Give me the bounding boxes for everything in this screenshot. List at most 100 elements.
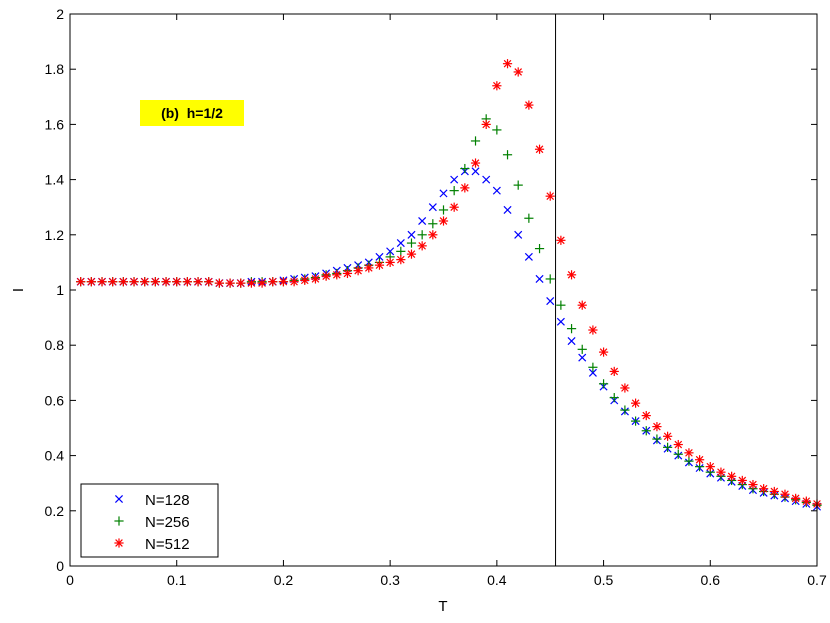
data-point <box>449 186 459 196</box>
data-point <box>353 266 363 276</box>
data-point <box>609 366 619 377</box>
data-point <box>140 277 150 287</box>
data-point <box>386 247 395 256</box>
data-point <box>374 260 385 270</box>
series-n512 <box>76 59 822 509</box>
data-point <box>161 277 171 287</box>
data-point <box>609 393 619 403</box>
data-point <box>534 144 545 154</box>
data-point <box>780 489 790 499</box>
data-point <box>214 278 224 288</box>
data-point <box>684 448 694 458</box>
data-point <box>566 324 577 334</box>
x-tick-label: 0 <box>66 572 74 588</box>
data-point <box>182 277 192 287</box>
data-point <box>492 81 502 91</box>
data-point <box>663 431 673 441</box>
x-tick-label: 0.2 <box>274 572 294 588</box>
y-tick-label: 0 <box>56 558 64 574</box>
x-tick-label: 0.1 <box>167 572 187 588</box>
data-point <box>417 230 427 240</box>
y-tick-label: 0.6 <box>45 392 65 408</box>
data-point <box>652 434 662 444</box>
data-point <box>470 136 481 146</box>
data-point <box>310 274 321 284</box>
y-tick-label: 1.2 <box>45 227 65 243</box>
data-point <box>545 274 555 284</box>
data-point <box>630 416 641 426</box>
data-point <box>450 175 459 184</box>
data-point <box>481 119 491 129</box>
data-point <box>630 398 641 408</box>
data-point <box>193 277 203 287</box>
x-tick-label: 0.6 <box>701 572 721 588</box>
data-point <box>439 189 448 198</box>
data-point <box>556 317 565 326</box>
data-point <box>460 183 470 193</box>
data-point <box>513 67 523 77</box>
data-point <box>577 344 587 354</box>
legend: N=128 N=256 N=512 <box>80 483 219 558</box>
legend-marker <box>114 494 124 504</box>
x-axis-label: T <box>438 598 447 615</box>
x-tick-label: 0.3 <box>380 572 400 588</box>
data-point <box>482 175 491 184</box>
y-tick-label: 1.6 <box>45 116 65 132</box>
data-point <box>86 277 96 287</box>
data-point <box>502 150 513 160</box>
data-point <box>620 383 630 393</box>
data-point <box>246 278 257 288</box>
data-point <box>513 180 523 190</box>
data-point <box>417 241 427 251</box>
data-point <box>97 277 107 287</box>
legend-label-n256: N=256 <box>145 514 190 531</box>
data-point <box>460 163 470 174</box>
data-point <box>332 270 342 280</box>
data-point <box>503 205 512 214</box>
data-point <box>556 235 566 245</box>
data-point <box>546 297 555 306</box>
data-point <box>407 230 416 239</box>
data-point <box>684 456 694 466</box>
data-point <box>438 205 449 215</box>
data-point <box>598 379 609 389</box>
data-point <box>588 362 598 372</box>
data-point <box>791 493 801 503</box>
data-point <box>663 442 673 452</box>
data-point <box>342 268 353 279</box>
data-point <box>278 277 289 287</box>
data-point <box>652 422 662 432</box>
y-tick-label: 1 <box>56 282 64 298</box>
data-point <box>524 100 534 110</box>
data-point <box>705 462 715 472</box>
x-tick-label: 0.5 <box>594 572 614 588</box>
y-tick-label: 0.8 <box>45 337 65 353</box>
data-point <box>449 202 459 212</box>
data-point <box>588 325 598 335</box>
data-point <box>567 337 576 346</box>
x-tick-label: 0.7 <box>807 572 827 588</box>
data-point <box>566 270 577 280</box>
data-point <box>225 278 235 288</box>
data-point <box>514 230 523 239</box>
data-point <box>428 230 438 240</box>
data-point <box>524 213 534 223</box>
legend-label-n512: N=512 <box>145 536 190 553</box>
data-point <box>418 216 427 226</box>
data-point <box>396 246 406 256</box>
data-point <box>406 238 417 248</box>
data-point <box>716 467 726 477</box>
data-point <box>321 271 331 281</box>
data-point <box>695 455 705 465</box>
plot-area <box>70 14 817 566</box>
data-point <box>375 252 384 261</box>
legend-marker <box>114 538 124 548</box>
data-point <box>492 125 502 135</box>
data-point <box>524 252 533 261</box>
data-point <box>289 277 299 287</box>
legend-marker <box>114 516 124 526</box>
data-point <box>396 255 406 265</box>
data-point <box>428 219 438 229</box>
annotation-box: (b) h=1/2 <box>140 100 244 126</box>
data-point <box>727 471 737 481</box>
